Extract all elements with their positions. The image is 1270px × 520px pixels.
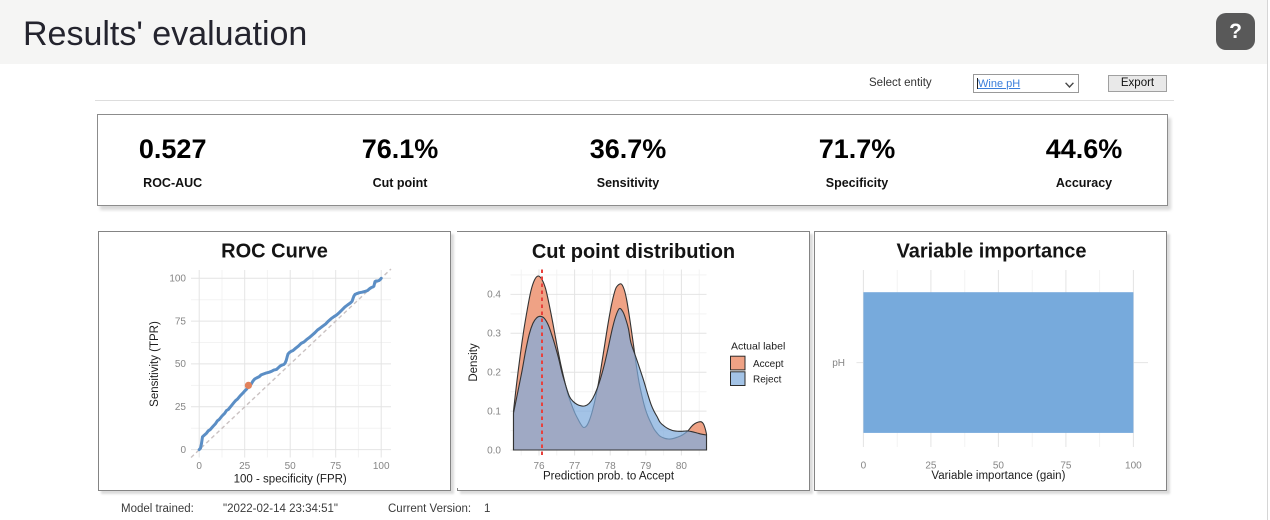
- svg-text:Cut point distribution: Cut point distribution: [532, 241, 735, 263]
- svg-text:Variable importance (gain): Variable importance (gain): [931, 470, 1065, 482]
- svg-text:0.2: 0.2: [487, 368, 501, 379]
- svg-text:0.4: 0.4: [487, 290, 501, 301]
- svg-text:78: 78: [605, 461, 617, 472]
- svg-text:50: 50: [285, 461, 297, 472]
- svg-text:75: 75: [175, 316, 187, 327]
- svg-text:0: 0: [180, 445, 186, 456]
- svg-text:25: 25: [925, 461, 937, 472]
- svg-text:Variable importance: Variable importance: [896, 241, 1086, 263]
- svg-text:77: 77: [569, 461, 581, 472]
- svg-text:100 - specificity (FPR): 100 - specificity (FPR): [234, 474, 347, 486]
- svg-text:100: 100: [1125, 461, 1142, 472]
- svg-text:0: 0: [861, 461, 867, 472]
- svg-text:Density: Density: [468, 343, 480, 382]
- svg-text:Actual label: Actual label: [731, 341, 785, 353]
- svg-text:0.0: 0.0: [487, 445, 501, 456]
- svg-text:79: 79: [640, 461, 652, 472]
- svg-text:75: 75: [1060, 461, 1072, 472]
- svg-text:100: 100: [373, 461, 390, 472]
- svg-text:Prediction prob. to Accept: Prediction prob. to Accept: [543, 471, 675, 483]
- svg-text:100: 100: [169, 274, 186, 285]
- svg-text:0: 0: [196, 461, 202, 472]
- svg-text:25: 25: [175, 402, 187, 413]
- svg-text:50: 50: [993, 461, 1005, 472]
- svg-text:Reject: Reject: [753, 375, 782, 386]
- svg-text:Accept: Accept: [753, 359, 784, 370]
- svg-text:0.3: 0.3: [487, 329, 501, 340]
- svg-text:ROC Curve: ROC Curve: [221, 240, 328, 262]
- svg-text:80: 80: [676, 461, 688, 472]
- svg-text:0.1: 0.1: [487, 406, 501, 417]
- svg-text:Sensitivity (TPR): Sensitivity (TPR): [149, 321, 161, 407]
- svg-text:75: 75: [330, 461, 342, 472]
- svg-text:pH: pH: [832, 358, 845, 369]
- svg-text:50: 50: [175, 359, 187, 370]
- svg-text:76: 76: [533, 461, 545, 472]
- svg-text:25: 25: [239, 461, 251, 472]
